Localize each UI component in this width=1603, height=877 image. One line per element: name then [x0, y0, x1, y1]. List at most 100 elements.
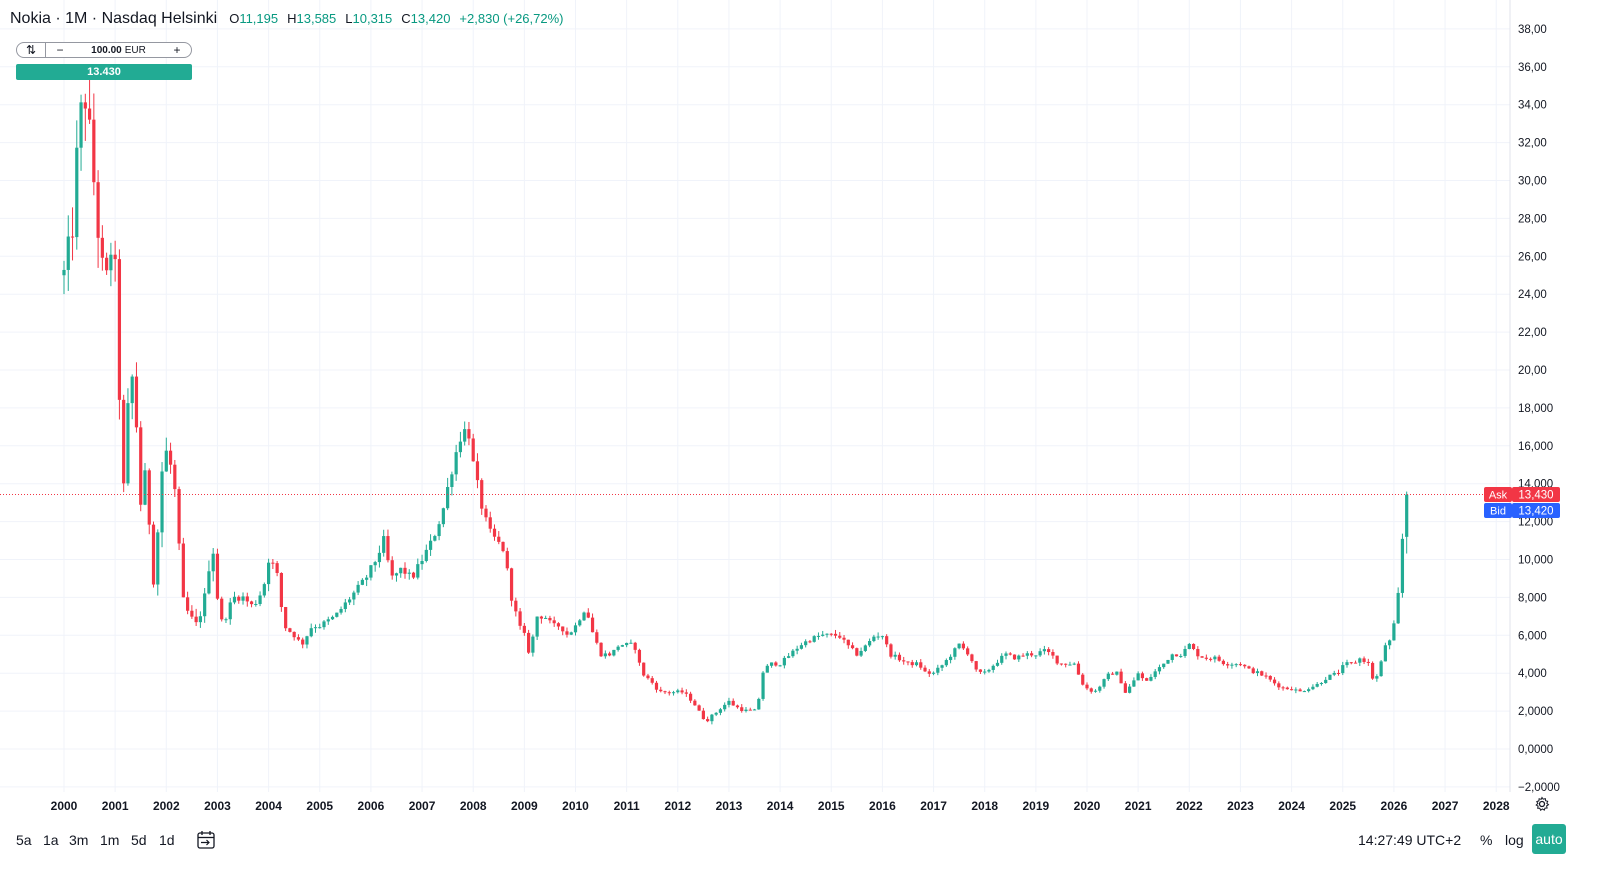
candle-body	[1332, 672, 1336, 675]
candle	[1089, 687, 1093, 694]
candle-body	[987, 669, 991, 672]
candle	[352, 590, 356, 606]
candle	[1315, 681, 1319, 688]
candle-body	[1272, 679, 1277, 684]
candle	[1008, 652, 1012, 656]
decrease-button[interactable]: −	[56, 43, 64, 57]
range-5d-button[interactable]: 5d	[131, 832, 147, 848]
candle	[940, 664, 944, 672]
symbol-title[interactable]: Nokia · 1M · Nasdaq Helsinki	[10, 10, 218, 27]
increase-button[interactable]: +	[173, 43, 181, 57]
calendar-icon[interactable]	[195, 829, 217, 851]
ask-marker-value: 13,430	[1518, 490, 1553, 502]
quantity-field[interactable]: 100.00 EUR	[74, 45, 163, 56]
range-5y-button[interactable]: 5a	[16, 832, 32, 848]
range-1d-button[interactable]: 1d	[159, 832, 175, 848]
time-tick-label: 2023	[1227, 799, 1254, 813]
gear-icon[interactable]	[1534, 796, 1550, 812]
auto-scale-toggle[interactable]: auto	[1532, 824, 1566, 854]
candle	[322, 620, 326, 630]
time-axis[interactable]: 2000 2001 2002 2003 2004 2005 2006 2007 2008 2009…	[51, 799, 1510, 813]
candle	[646, 673, 650, 680]
candle	[910, 659, 914, 668]
candle	[590, 613, 595, 633]
candle	[868, 638, 872, 648]
candle-body	[808, 641, 812, 643]
price-tick-label: 12,000	[1518, 517, 1553, 529]
time-tick-label: 2022	[1176, 799, 1203, 813]
candle	[1029, 650, 1034, 658]
candle	[1102, 678, 1106, 689]
candle-body	[463, 429, 467, 442]
candle-body	[1081, 674, 1085, 685]
price-tick-label: 36,00	[1518, 62, 1547, 74]
candle	[654, 680, 659, 693]
time-tick-label: 2017	[920, 799, 947, 813]
candle-body	[480, 480, 484, 509]
time-tick-label: 2001	[102, 799, 129, 813]
candle	[578, 618, 582, 627]
price-axis[interactable]: 38,00 36,00 34,00 32,00 30,00 28,00 26,00 24,00…	[1509, 0, 1560, 794]
candle-body	[833, 633, 838, 636]
candle	[1174, 654, 1179, 657]
candle	[599, 642, 603, 658]
candle-body	[983, 671, 987, 673]
candle	[518, 608, 522, 630]
candle-body	[966, 648, 970, 655]
price-tick-label: 8,000	[1518, 592, 1547, 604]
candle-body	[356, 584, 360, 593]
candle	[262, 582, 266, 598]
candle	[531, 634, 535, 657]
candle	[330, 615, 335, 620]
candle-body	[804, 641, 808, 646]
candle	[1307, 687, 1311, 693]
clock-readout[interactable]: 14:27:49 UTC+2	[1358, 832, 1462, 848]
candle	[548, 615, 552, 624]
candle	[1209, 657, 1213, 662]
candle	[1093, 689, 1098, 693]
candle-body	[428, 540, 433, 550]
candle-body	[1213, 656, 1217, 660]
buy-button[interactable]: 13.430	[16, 64, 192, 80]
candle-body	[83, 102, 87, 109]
candle	[752, 708, 757, 711]
time-tick-label: 2019	[1022, 799, 1049, 813]
candle	[1183, 645, 1187, 658]
log-toggle[interactable]: log	[1505, 832, 1524, 848]
candle-body	[710, 714, 714, 722]
candle	[1336, 669, 1341, 676]
candle	[774, 661, 778, 667]
candle-body	[1200, 656, 1204, 658]
bid-marker-label: Bid	[1490, 506, 1506, 518]
candle	[509, 567, 514, 607]
bottom-toolbar: 5a 1a 3m 1m 5d 1d 14:27:49 UTC+2 % log a…	[0, 822, 1603, 877]
candle-body	[309, 628, 313, 637]
percent-toggle[interactable]: %	[1480, 832, 1493, 848]
candle-body	[556, 623, 561, 627]
range-3m-button[interactable]: 3m	[69, 832, 89, 848]
candle	[369, 564, 373, 581]
candle	[1042, 645, 1046, 655]
candle	[966, 646, 970, 657]
candle	[224, 617, 228, 623]
candle-body	[467, 429, 471, 439]
swap-icon[interactable]: ⇅	[25, 43, 37, 57]
candle-body	[569, 632, 573, 635]
candle	[569, 631, 573, 636]
candle-body	[139, 427, 143, 505]
candle-body	[1166, 659, 1170, 664]
candle-body	[343, 602, 347, 610]
price-tick-label: 24,00	[1518, 289, 1547, 301]
range-1y-button[interactable]: 1a	[43, 832, 59, 848]
candle-body	[953, 648, 957, 657]
candle-body	[433, 536, 437, 541]
candle-body	[241, 596, 245, 601]
candle	[66, 215, 70, 291]
candle	[220, 596, 224, 622]
candle-body	[1226, 664, 1230, 666]
candle-body	[1358, 658, 1362, 663]
candle-body	[1140, 673, 1145, 679]
candle-body	[173, 464, 177, 490]
range-1m-button[interactable]: 1m	[100, 832, 120, 848]
